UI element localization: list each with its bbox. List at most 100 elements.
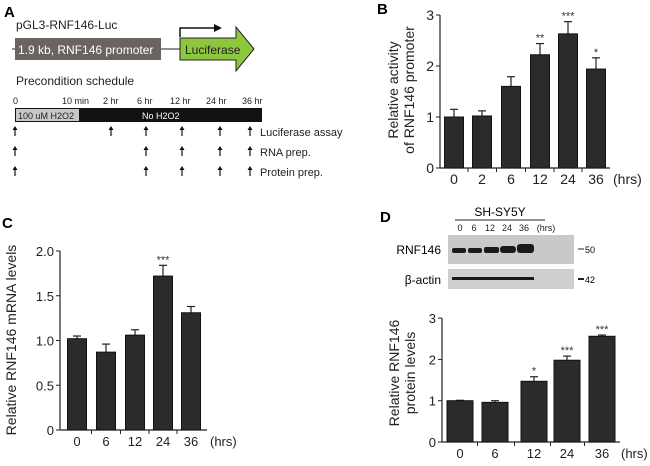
x-tick-label: 36: [588, 171, 604, 187]
band: [484, 247, 499, 253]
arrowhead-icon: [217, 166, 223, 170]
treatment-label: 100 uM H2O2: [18, 111, 74, 121]
panel-label-c: C: [2, 215, 13, 232]
x-tick-label: 12: [128, 434, 142, 449]
time-label: 24 hr: [206, 96, 227, 106]
y-tick-label: 1: [429, 394, 436, 409]
arrowhead-icon: [143, 126, 149, 130]
bar-0: [67, 338, 87, 431]
band: [517, 244, 534, 253]
y-axis-label: Relative RNF146: [386, 319, 402, 426]
x-tick-label: 12: [527, 446, 541, 461]
y-tick-label: 1: [426, 109, 434, 125]
lane-label: 36: [519, 223, 529, 233]
x-unit-label: (hrs): [210, 434, 237, 449]
schedule-row-label: Protein prep.: [260, 167, 323, 179]
y-tick-label: 2.0: [36, 244, 54, 259]
y-axis-label: Relative activity: [385, 41, 401, 138]
significance-label: ***: [562, 11, 576, 23]
marker-label: 50: [585, 245, 595, 255]
arrowhead-icon: [217, 146, 223, 150]
transcription-start-arrow: [179, 27, 218, 37]
time-label: 10 min: [62, 96, 89, 106]
y-tick-label: 0: [429, 435, 436, 450]
transcription-arrowhead-icon: [214, 24, 222, 32]
schedule-row-label: Luciferase assay: [260, 127, 343, 139]
time-label: 0: [13, 96, 18, 106]
time-label: 12 hr: [170, 96, 191, 106]
band: [452, 248, 466, 253]
x-unit-label: (hrs): [613, 171, 642, 187]
bar-0: [446, 400, 474, 443]
promoter-label: 1.9 kb, RNF146 promoter: [18, 43, 153, 57]
arrowhead-icon: [217, 126, 223, 130]
y-tick-label: 0: [47, 423, 54, 438]
x-tick-label: 36: [184, 434, 198, 449]
panel-label-a: A: [4, 4, 15, 21]
luciferase-label: Luciferase: [185, 43, 241, 57]
bar-36: [588, 335, 616, 443]
x-tick-label: 36: [595, 446, 609, 461]
x-tick-label: 24: [156, 434, 170, 449]
schedule-title: Precondition schedule: [16, 74, 134, 88]
time-label: 36 hr: [242, 96, 263, 106]
significance-label: **: [536, 33, 545, 45]
lane-unit: (hrs): [537, 223, 556, 233]
y-tick-label: 1.5: [36, 289, 54, 304]
bar-24: [553, 359, 581, 443]
band: [468, 248, 482, 253]
arrowhead-icon: [12, 166, 18, 170]
band: [500, 246, 516, 253]
bar-6: [481, 401, 509, 443]
cell-line-label: SH-SY5Y: [474, 205, 525, 219]
bar-24: [153, 275, 173, 431]
arrowhead-icon: [108, 126, 114, 130]
blot-row-label: RNF146: [396, 243, 441, 257]
bar-24: [558, 33, 578, 169]
bar-2: [472, 115, 492, 169]
lane-label: 0: [457, 223, 462, 233]
panel-label-d: D: [380, 209, 391, 226]
x-tick-label: 6: [491, 446, 498, 461]
bar-0: [444, 116, 464, 169]
construct-name: pGL3-RNF146-Luc: [16, 18, 117, 32]
bar-36: [181, 312, 201, 431]
x-unit-label: (hrs): [621, 446, 648, 461]
y-tick-label: 1.0: [36, 334, 54, 349]
arrowhead-icon: [143, 166, 149, 170]
arrowhead-icon: [143, 146, 149, 150]
x-tick-label: 6: [102, 434, 109, 449]
treatment-segment: [16, 109, 79, 121]
x-tick-label: 12: [532, 171, 548, 187]
y-axis-label: protein levels: [402, 332, 418, 415]
arrowhead-icon: [247, 146, 253, 150]
chart-C: 0 0.5 1.0 1.5 2.0 0 6 12 24 *** 36 (hrs) Relative RN…: [3, 244, 237, 449]
arrowhead-icon: [247, 126, 253, 130]
arrowhead-icon: [12, 146, 18, 150]
significance-label: ***: [157, 254, 171, 266]
no-treatment-label: No H2O2: [142, 111, 180, 121]
lane-label: 12: [485, 223, 495, 233]
x-tick-label: 24: [560, 171, 576, 187]
promoter-box: [15, 38, 161, 60]
x-tick-label: 24: [560, 446, 574, 461]
blot-row-label: β-actin: [405, 273, 441, 287]
arrowhead-icon: [12, 126, 18, 130]
y-tick-label: 3: [429, 311, 436, 326]
x-tick-label: 0: [450, 171, 458, 187]
y-tick-label: 3: [426, 7, 434, 23]
significance-label: *: [594, 47, 599, 59]
significance-label: ***: [596, 324, 610, 336]
arrowhead-icon: [179, 166, 185, 170]
x-tick-label: 0: [73, 434, 80, 449]
luciferase-arrow: [179, 25, 255, 73]
lane-label: 6: [471, 223, 476, 233]
bar-6: [501, 85, 521, 169]
bar-36: [586, 68, 606, 169]
bar-12: [520, 380, 548, 443]
y-axis-label: Relative RNF146 mRNA levels: [3, 245, 19, 436]
